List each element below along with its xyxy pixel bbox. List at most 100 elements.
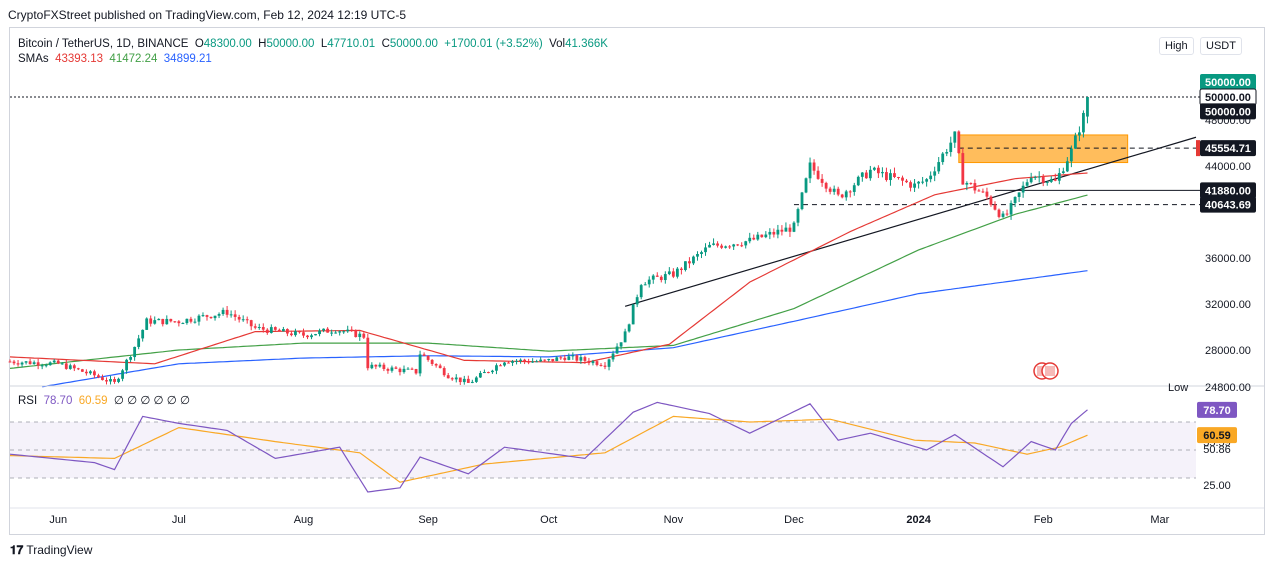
candle-body bbox=[575, 355, 579, 361]
candle-body bbox=[1045, 181, 1049, 183]
price-tag bbox=[1200, 182, 1256, 199]
time-axis-label: Sep bbox=[418, 514, 438, 526]
candle-body bbox=[346, 329, 350, 332]
vol-label: Vol bbox=[549, 38, 566, 50]
candle-body bbox=[631, 304, 635, 325]
price-tag-label: 45554.71 bbox=[1205, 143, 1251, 155]
candle-body bbox=[462, 378, 466, 383]
candle-body bbox=[949, 142, 953, 153]
candle-body bbox=[173, 321, 177, 323]
candle-body bbox=[848, 191, 852, 193]
candle-body bbox=[503, 362, 506, 366]
candle-body bbox=[358, 333, 362, 338]
time-axis-label: Mar bbox=[1150, 514, 1169, 526]
candle-body bbox=[885, 172, 888, 181]
price-axis-label: 24800.00 bbox=[1205, 382, 1251, 394]
candle-body bbox=[704, 247, 707, 253]
candle-body bbox=[434, 363, 438, 366]
price-tag bbox=[1200, 140, 1256, 157]
rsi-ma-line bbox=[9, 415, 1088, 483]
open-value: 48300.00 bbox=[203, 38, 252, 50]
candle-body bbox=[237, 316, 241, 320]
candle-body bbox=[109, 379, 112, 382]
supply-zone bbox=[958, 134, 1129, 164]
candle-body bbox=[181, 323, 185, 325]
change-value: +1700.01 (+3.52%) bbox=[444, 38, 543, 50]
candle-body bbox=[366, 337, 370, 369]
candle-body bbox=[772, 231, 776, 235]
candle-body bbox=[559, 357, 563, 359]
ohlc-line: Bitcoin / TetherUS, 1D, BINANCE O48300.0… bbox=[18, 37, 608, 52]
candle-body bbox=[306, 335, 309, 338]
candle-body bbox=[941, 153, 945, 163]
candle-body bbox=[298, 331, 301, 333]
candle-body bbox=[595, 361, 599, 365]
candle-body bbox=[776, 229, 780, 235]
candle-body bbox=[394, 367, 398, 369]
price-tag-label: 40643.69 bbox=[1205, 200, 1251, 212]
candle-body bbox=[519, 359, 522, 361]
candle-body bbox=[893, 173, 896, 178]
sma-slow-line bbox=[42, 270, 1088, 388]
candle-body bbox=[812, 162, 816, 171]
candle-body bbox=[832, 188, 836, 192]
high-button[interactable]: High bbox=[1159, 37, 1194, 55]
candle-body bbox=[547, 358, 551, 361]
candle-body bbox=[1061, 171, 1065, 174]
candle-body bbox=[1005, 213, 1009, 215]
candle-body bbox=[334, 332, 338, 334]
candle-body bbox=[555, 357, 559, 362]
candle-body bbox=[953, 131, 957, 143]
candle-body bbox=[619, 342, 623, 347]
candle-body bbox=[68, 365, 72, 369]
candle-body bbox=[937, 162, 941, 172]
candle-body bbox=[310, 335, 313, 338]
candle-body bbox=[217, 314, 221, 316]
candle-body bbox=[80, 369, 84, 372]
sma-mid-value: 41472.24 bbox=[109, 53, 158, 65]
candle-body bbox=[149, 318, 153, 324]
time-axis-label: Jul bbox=[172, 514, 186, 526]
candle-body bbox=[105, 380, 108, 382]
us-flag-stripes bbox=[1045, 366, 1055, 376]
candle-body bbox=[973, 183, 977, 191]
candle-body bbox=[249, 320, 253, 327]
candle-body bbox=[474, 377, 478, 382]
candle-body bbox=[756, 234, 760, 240]
candle-body bbox=[860, 172, 864, 177]
candle-body bbox=[286, 329, 289, 334]
candle-body bbox=[8, 361, 12, 363]
candle-body bbox=[728, 246, 732, 248]
candle-body bbox=[905, 180, 908, 183]
symbol-label: Bitcoin / TetherUS, 1D, BINANCE bbox=[18, 38, 189, 50]
candle-body bbox=[800, 192, 804, 210]
candle-body bbox=[201, 315, 205, 317]
candle-body bbox=[1009, 203, 1013, 215]
candle-body bbox=[587, 360, 591, 364]
sma-fast-line bbox=[9, 172, 1088, 365]
candle-body bbox=[205, 315, 209, 317]
candle-body bbox=[414, 369, 418, 374]
sma-label: SMAs bbox=[18, 53, 49, 65]
candle-body bbox=[627, 324, 631, 332]
candle-body bbox=[523, 359, 527, 362]
candle-body bbox=[824, 182, 828, 189]
candle-body bbox=[72, 365, 76, 369]
candle-body bbox=[410, 368, 414, 370]
volume-value: 41.366K bbox=[565, 38, 608, 50]
low-value: 47710.01 bbox=[327, 38, 376, 50]
candle-body bbox=[623, 331, 627, 343]
candle-body bbox=[362, 333, 366, 338]
candle-body bbox=[44, 365, 48, 367]
rsi-axis-label: 25.00 bbox=[1203, 480, 1231, 492]
candle-body bbox=[117, 378, 120, 382]
rsi-label: RSI bbox=[18, 395, 38, 407]
currency-button[interactable]: USDT bbox=[1200, 37, 1242, 55]
candle-body bbox=[1082, 112, 1085, 133]
candle-body bbox=[679, 268, 683, 270]
price-tag-label: 50000.00 bbox=[1205, 106, 1251, 118]
candle-body bbox=[816, 170, 820, 179]
rsi-value: 78.70 bbox=[43, 395, 73, 407]
footer-brand[interactable]: TradingView bbox=[26, 543, 93, 557]
